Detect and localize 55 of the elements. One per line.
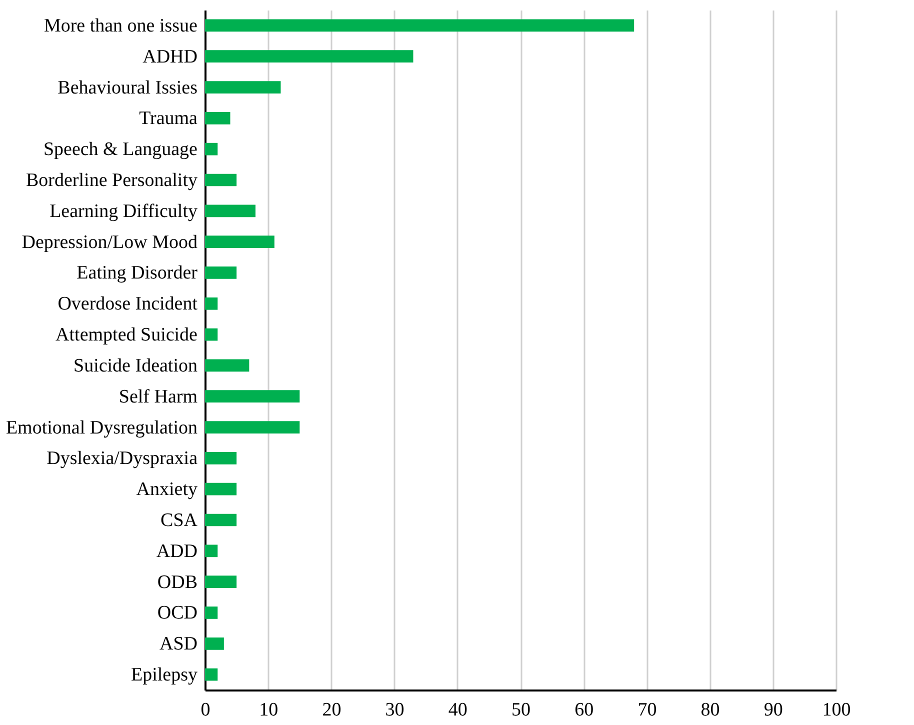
y-tick-label: Anxiety <box>136 479 198 500</box>
y-tick-label: Dyslexia/Dyspraxia <box>46 448 198 470</box>
x-tick-label: 100 <box>822 700 851 720</box>
y-tick-label: ODB <box>157 572 198 593</box>
x-tick-label: 50 <box>512 700 530 720</box>
y-tick-label: ASD <box>159 634 198 655</box>
y-tick-label: Behavioural Issies <box>58 77 198 98</box>
bar <box>205 266 237 279</box>
bar <box>205 174 237 186</box>
bar <box>205 297 218 310</box>
bar <box>205 637 224 650</box>
y-tick-label: ADD <box>156 540 198 562</box>
bar <box>205 50 414 63</box>
bar <box>205 390 300 403</box>
y-tick-label: Attempted Suicide <box>56 324 198 346</box>
y-tick-label: Emotional Dysregulation <box>6 417 198 438</box>
x-tick-label: 0 <box>200 700 210 720</box>
y-tick-label: ADHD <box>142 46 198 68</box>
bar <box>205 359 250 372</box>
bar <box>205 576 237 588</box>
x-tick-label: 20 <box>322 700 342 720</box>
bar <box>205 668 218 681</box>
x-tick-label: 70 <box>638 700 657 720</box>
y-tick-label: Trauma <box>139 108 198 130</box>
x-tick-label: 60 <box>574 700 594 720</box>
y-tick-label: Suicide Ideation <box>74 355 198 376</box>
bar <box>205 204 256 218</box>
bar <box>205 514 237 526</box>
y-tick-label: Eating Disorder <box>76 262 198 284</box>
x-tick-label: 90 <box>764 700 783 720</box>
bar <box>205 236 274 248</box>
x-tick-label: 80 <box>700 700 720 720</box>
y-tick-label: OCD <box>157 602 198 624</box>
y-tick-label: Learning Difficulty <box>50 200 198 222</box>
bar <box>205 19 634 32</box>
y-tick-label: More than one issue <box>44 15 198 36</box>
y-tick-label: Speech & Language <box>43 139 198 160</box>
y-tick-label: CSA <box>160 510 198 531</box>
bar <box>205 112 230 124</box>
y-tick-label: Borderline Personality <box>26 170 198 191</box>
bar <box>205 81 281 94</box>
y-tick-label: Self Harm <box>118 386 198 408</box>
y-tick-label: Overdose Incident <box>58 294 198 315</box>
bar <box>205 421 300 434</box>
bar <box>205 328 218 341</box>
bar <box>205 452 237 464</box>
y-tick-label: Depression/Low Mood <box>22 232 198 253</box>
bar <box>205 606 218 619</box>
x-tick-label: 40 <box>448 700 468 720</box>
x-tick-label: 30 <box>385 700 404 720</box>
bar <box>205 142 218 156</box>
y-tick-label: Epilepsy <box>131 664 198 686</box>
x-tick-label: 10 <box>259 700 278 720</box>
bar <box>205 482 237 496</box>
bar <box>205 544 218 558</box>
